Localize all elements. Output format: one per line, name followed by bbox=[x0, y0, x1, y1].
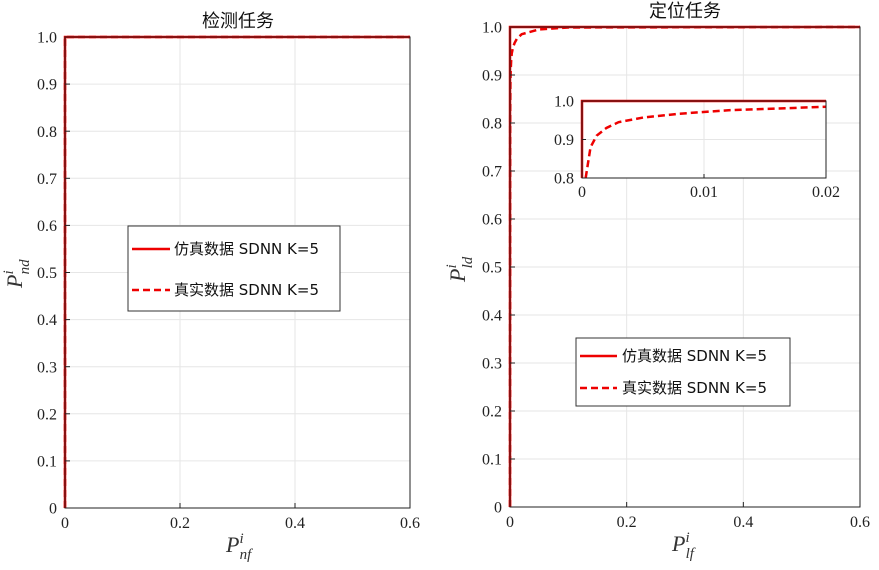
localization-xlabel-base: P bbox=[671, 531, 685, 556]
detection-legend-label-1: 真实数据 SDNN K=5 bbox=[174, 281, 319, 299]
detection-ytick-label: 0.7 bbox=[37, 171, 57, 188]
detection-ytick-label: 1.0 bbox=[37, 30, 57, 47]
localization-chart: 定位任务 0 0.2 0.4 0.6 0 0.1 0.2 0.3 0.4 0.5 0.6 0.7 0.8… bbox=[444, 1, 870, 562]
localization-ytick-label: 0.2 bbox=[482, 404, 502, 421]
localization-ylabel-sup: i bbox=[444, 264, 460, 268]
localization-ytick-label: 0.9 bbox=[482, 68, 502, 85]
localization-legend-label-1: 真实数据 SDNN K=5 bbox=[622, 379, 767, 397]
detection-ytick-label: 0.4 bbox=[37, 312, 57, 329]
localization-ylabel-base: P bbox=[445, 269, 470, 283]
detection-ylabel-base: P bbox=[2, 275, 27, 289]
localization-ytick-label: 0.6 bbox=[482, 212, 502, 229]
inset-xtick-label: 0.01 bbox=[690, 184, 718, 201]
detection-xtick-label: 0.4 bbox=[285, 515, 305, 532]
localization-ytick-label: 0 bbox=[494, 500, 502, 517]
detection-chart-ticks: 0 0.2 0.4 0.6 0 0.1 0.2 0.3 0.4 0.5 0.6 0.7 0.8 0.9 1.… bbox=[37, 30, 420, 532]
detection-chart-ylabel: Pind bbox=[1, 259, 33, 289]
localization-inset: 0 0.01 0.02 0.8 0.9 1.0 bbox=[554, 93, 840, 201]
detection-xtick-label: 0.6 bbox=[400, 515, 420, 532]
detection-ytick-label: 0.6 bbox=[37, 218, 57, 235]
inset-ytick-label: 0.8 bbox=[554, 170, 574, 187]
detection-ytick-label: 0.8 bbox=[37, 124, 57, 141]
localization-xlabel-sub: lf bbox=[686, 546, 696, 562]
localization-ytick-label: 0.7 bbox=[482, 164, 502, 181]
inset-ytick-label: 0.9 bbox=[554, 132, 574, 149]
localization-chart-legend: 仿真数据 SDNN K=5 真实数据 SDNN K=5 bbox=[575, 337, 791, 407]
detection-ytick-label: 0.9 bbox=[37, 77, 57, 94]
detection-chart-xlabel: Pi nf bbox=[225, 531, 253, 563]
localization-ytick-label: 1.0 bbox=[482, 20, 502, 37]
detection-ytick-label: 0.3 bbox=[37, 359, 57, 376]
localization-xlabel-sup: i bbox=[685, 530, 689, 546]
detection-chart-title: 检测任务 bbox=[202, 11, 274, 32]
inset-series-dashed bbox=[584, 105, 827, 179]
detection-ylabel-sup: i bbox=[1, 270, 17, 274]
localization-xtick-label: 0 bbox=[506, 514, 514, 531]
localization-ylabel-sub: ld bbox=[460, 256, 476, 268]
localization-xtick-label: 0.4 bbox=[733, 514, 753, 531]
detection-ytick-label: 0.1 bbox=[37, 454, 57, 471]
detection-xtick-label: 0.2 bbox=[170, 515, 190, 532]
localization-ytick-label: 0.8 bbox=[482, 116, 502, 133]
localization-ytick-label: 0.4 bbox=[482, 308, 502, 325]
localization-xtick-label: 0.6 bbox=[850, 514, 870, 531]
localization-legend-box bbox=[575, 337, 791, 407]
localization-chart-ylabel: Pild bbox=[444, 256, 476, 283]
localization-ytick-label: 0.5 bbox=[482, 260, 502, 277]
inset-ticks: 0 0.01 0.02 0.8 0.9 1.0 bbox=[554, 93, 840, 201]
inset-xtick-label: 0.02 bbox=[812, 184, 840, 201]
detection-xlabel-sup: i bbox=[239, 531, 243, 547]
localization-chart-xlabel: Pi lf bbox=[671, 530, 696, 562]
detection-ytick-label: 0 bbox=[49, 501, 57, 518]
detection-ylabel-sub: nd bbox=[17, 259, 33, 275]
detection-legend-label-0: 仿真数据 SDNN K=5 bbox=[174, 240, 319, 258]
localization-legend-label-0: 仿真数据 SDNN K=5 bbox=[622, 347, 767, 365]
inset-ytick-label: 1.0 bbox=[554, 93, 574, 110]
detection-chart-legend: 仿真数据 SDNN K=5 真实数据 SDNN K=5 bbox=[127, 225, 341, 312]
detection-xtick-label: 0 bbox=[61, 515, 69, 532]
localization-chart-title: 定位任务 bbox=[649, 1, 721, 22]
localization-ytick-label: 0.3 bbox=[482, 356, 502, 373]
detection-ytick-label: 0.2 bbox=[37, 406, 57, 423]
detection-chart: 检测任务 0 0.2 0.4 0.6 0 0.1 0.2 0.3 0.4 0.5 0.6 0.7 0.8… bbox=[1, 11, 420, 563]
inset-xtick-label: 0 bbox=[578, 184, 586, 201]
localization-ytick-label: 0.1 bbox=[482, 452, 502, 469]
detection-legend-box bbox=[127, 225, 341, 312]
localization-xtick-label: 0.2 bbox=[617, 514, 637, 531]
localization-chart-ticks: 0 0.2 0.4 0.6 0 0.1 0.2 0.3 0.4 0.5 0.6 0.7 0.8 0.9 1.… bbox=[482, 20, 870, 531]
detection-ytick-label: 0.5 bbox=[37, 265, 57, 282]
detection-xlabel-base: P bbox=[225, 532, 239, 557]
detection-xlabel-sub: nf bbox=[240, 547, 254, 563]
